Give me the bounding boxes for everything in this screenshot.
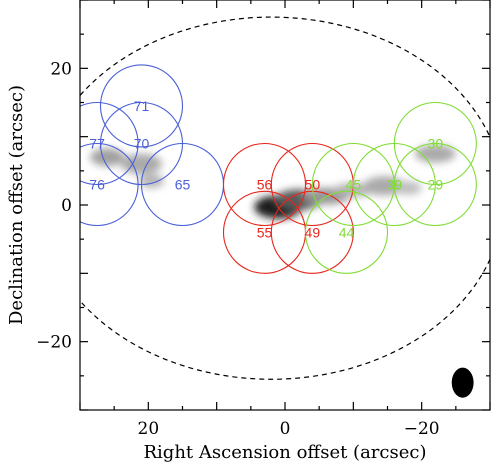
circle-label: 45 [346, 177, 362, 193]
pointing-circle [80, 142, 139, 227]
x-tick-label: −20 [404, 419, 440, 439]
y-tick-label: −20 [36, 333, 72, 353]
boundary-ellipse-group [80, 16, 490, 380]
beam-ellipse [451, 367, 474, 398]
circle-label: 55 [257, 224, 273, 240]
pointing-circle [80, 101, 139, 186]
x-axis-title: Right Ascension offset (arcsec) [144, 442, 427, 463]
circle-label: 70 [134, 136, 150, 152]
emission-clump [139, 174, 165, 188]
pointing-circle [270, 190, 354, 274]
circle-label: 44 [339, 224, 355, 240]
circle-label: 56 [257, 177, 273, 193]
pointing-circle [99, 64, 184, 148]
emission-clump [121, 153, 162, 175]
y-tick-label: 20 [50, 59, 72, 79]
axis-ticks: 20 0 −20 20 0 −20 [36, 0, 491, 439]
y-axis-title: Declination offset (arcsec) [6, 85, 27, 325]
emission-clump [394, 181, 422, 195]
circle-label: 39 [387, 177, 403, 193]
x-tick-label: 20 [138, 419, 160, 439]
plot-area: 71 77 70 76 65 56 50 55 49 45 39 29 30 44 [80, 16, 490, 398]
circle-label: 30 [428, 136, 444, 152]
pointing-circle [393, 142, 477, 227]
pointing-circle [304, 190, 389, 274]
x-tick-label: 0 [280, 419, 291, 439]
y-tick-label: 0 [61, 196, 72, 216]
circle-label: 77 [89, 136, 105, 152]
circle-label: 49 [305, 224, 321, 240]
circle-label: 71 [134, 98, 150, 114]
circle-label: 76 [89, 177, 105, 193]
emission-clump [90, 148, 125, 167]
pointing-circles: 71 77 70 76 65 56 50 55 49 45 39 29 30 44 [80, 64, 477, 274]
pointing-circle [393, 101, 477, 186]
circle-label: 50 [305, 177, 321, 193]
beam-group [451, 367, 474, 398]
pointing-circle [222, 142, 307, 227]
boundary-ellipse [80, 16, 490, 380]
circle-label: 65 [175, 177, 191, 193]
circle-label: 29 [428, 177, 444, 193]
